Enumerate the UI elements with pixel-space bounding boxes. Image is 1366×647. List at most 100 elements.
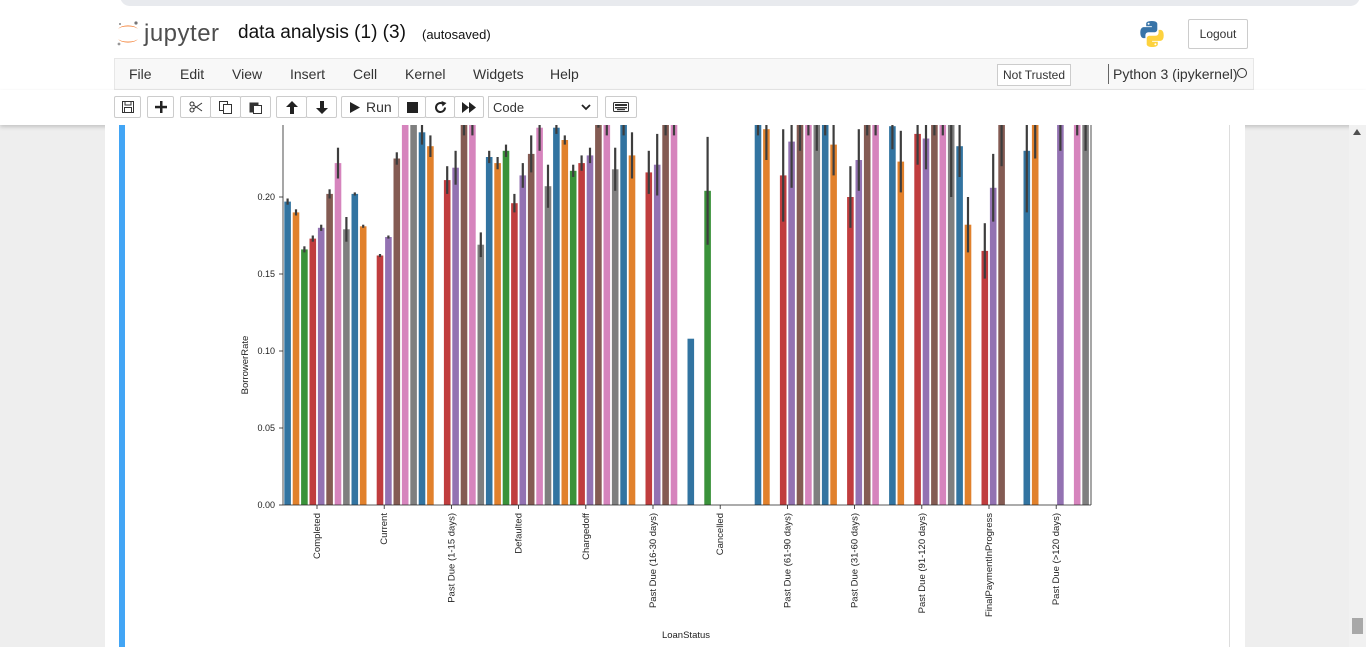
bar (645, 172, 653, 505)
command-palette-button[interactable] (605, 96, 637, 118)
menu-edit[interactable]: Edit (180, 66, 205, 82)
x-tick-label: Past Due (61-90 days) (782, 513, 793, 608)
save-icon (121, 101, 134, 113)
bar (494, 163, 501, 505)
copy-icon (219, 100, 232, 114)
bar (855, 160, 863, 505)
menubar-container: File Edit View Insert Cell Kernel Widget… (114, 58, 1254, 90)
bar (376, 255, 384, 505)
bar (872, 125, 879, 505)
bar (805, 125, 812, 505)
y-tick-label: 0.15 (257, 269, 275, 279)
cell-type-value: Code (493, 99, 525, 115)
x-tick-label: Past Due (1-15 days) (446, 513, 457, 603)
menu-help[interactable]: Help (550, 66, 579, 82)
menu-view[interactable]: View (232, 66, 263, 82)
bar (519, 175, 527, 505)
scroll-thumb[interactable] (1352, 618, 1363, 634)
interrupt-button[interactable] (398, 96, 426, 118)
bar (863, 125, 871, 505)
bar (889, 126, 896, 505)
menu-kernel[interactable]: Kernel (405, 66, 446, 82)
notebook-title[interactable]: data analysis (1) (3) (238, 22, 406, 43)
jupyter-logo[interactable]: jupyter (116, 18, 220, 50)
bar (1073, 125, 1081, 505)
bar (620, 125, 627, 505)
x-tick-label: Defaulted (514, 513, 525, 554)
y-tick-label: 0.20 (257, 192, 275, 202)
bar (292, 212, 300, 505)
restart-button[interactable] (425, 96, 455, 118)
scroll-up-arrow-icon[interactable] (1353, 129, 1361, 135)
chevron-down-icon (581, 104, 591, 111)
y-tick-label: 0.00 (257, 500, 275, 510)
bar (385, 237, 392, 505)
chart-bars (284, 125, 1089, 506)
save-button[interactable] (114, 96, 141, 118)
arrow-down-icon (315, 100, 328, 114)
bar (922, 138, 930, 505)
bar (553, 127, 560, 505)
bar (393, 158, 401, 505)
output-cell (119, 125, 1230, 647)
move-up-button[interactable] (276, 96, 307, 118)
bar (334, 163, 342, 505)
menu-insert[interactable]: Insert (290, 66, 326, 82)
logout-button[interactable]: Logout (1188, 19, 1248, 49)
cut-button[interactable] (180, 96, 211, 118)
y-axis-label: BorrowerRate (240, 336, 251, 395)
bar (1023, 150, 1031, 506)
bar (813, 125, 821, 505)
borrower-rate-bar-chart: 0.00 0.05 0.10 0.15 0.20 Completed Current Pas… (240, 125, 1092, 641)
bar (586, 155, 594, 505)
copy-button[interactable] (210, 96, 241, 118)
bar (964, 224, 972, 505)
x-tick-label: Cancelled (715, 513, 726, 555)
x-tick-label: Past Due (91-120 days) (917, 513, 928, 613)
bar (939, 125, 947, 505)
notebook-header: jupyter data analysis (1) (3) (autosaved… (0, 14, 1366, 59)
address-bar-edge (120, 0, 1360, 6)
x-tick-label: Past Due (>120 days) (1051, 513, 1062, 605)
run-label: Run (366, 99, 392, 115)
x-axis-ticks: Completed Current Past Due (1-15 days) Defa… (312, 505, 1062, 617)
bar (418, 132, 426, 506)
arrow-up-icon (285, 100, 298, 114)
bar (502, 150, 510, 506)
plus-icon (154, 101, 167, 113)
kernel-idle-indicator-icon (1237, 68, 1247, 78)
x-tick-label: FinalPaymentInProgress (984, 513, 995, 617)
menu-widgets[interactable]: Widgets (473, 66, 524, 82)
cell-type-select[interactable]: Code (488, 96, 598, 118)
menu-cell[interactable]: Cell (353, 66, 378, 82)
bar (511, 203, 518, 505)
run-button[interactable]: Run (341, 96, 399, 118)
bar (830, 144, 837, 505)
bar (452, 167, 459, 505)
bar (301, 249, 308, 505)
trust-button[interactable]: Not Trusted (997, 64, 1072, 86)
bar (611, 169, 619, 506)
bar (779, 175, 787, 505)
paste-button[interactable] (240, 96, 271, 118)
menu-file[interactable]: File (129, 66, 152, 82)
y-tick-label: 0.05 (257, 423, 275, 433)
restart-run-all-button[interactable] (454, 96, 484, 118)
insert-cell-button[interactable] (147, 96, 174, 118)
move-down-button[interactable] (306, 96, 337, 118)
autosave-status: (autosaved) (422, 27, 491, 42)
selected-cell-marker (119, 125, 125, 647)
x-tick-label: Past Due (16-30 days) (648, 513, 659, 608)
chart-error-bars (286, 125, 1087, 279)
restart-icon (434, 100, 446, 113)
bar (947, 125, 955, 505)
bar (603, 125, 611, 505)
kernel-name[interactable]: Python 3 (ipykernel) (1108, 64, 1238, 84)
bar (989, 187, 997, 506)
bar (351, 193, 359, 505)
page-scrollbar[interactable] (1349, 125, 1366, 647)
logo-text: jupyter (144, 20, 220, 47)
bar (469, 125, 476, 505)
bar (956, 146, 963, 505)
bar (796, 125, 804, 505)
